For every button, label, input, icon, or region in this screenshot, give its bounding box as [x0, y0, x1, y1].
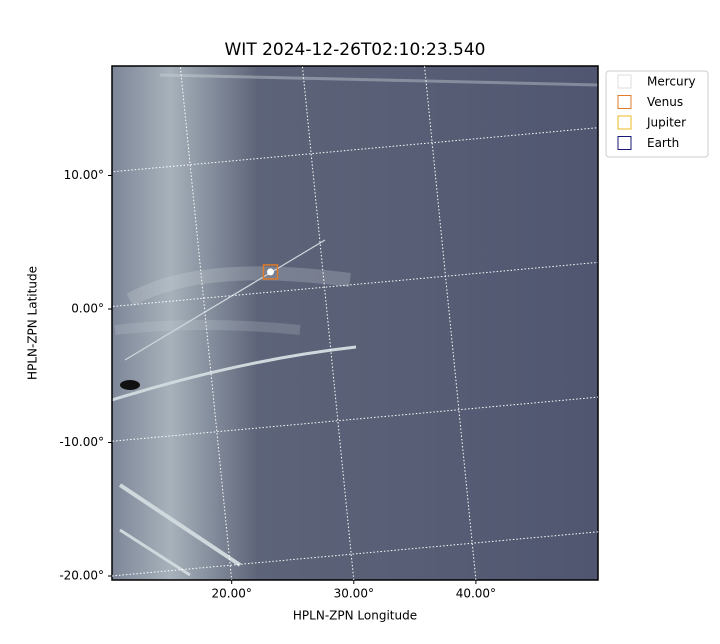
legend-label: Mercury: [647, 75, 696, 89]
chart-title: WIT 2024-12-26T02:10:23.540: [225, 40, 486, 60]
legend-label: Earth: [647, 136, 679, 150]
grid-line: [112, 261, 598, 308]
grid-line: [112, 531, 598, 577]
legend: Mercury Venus Jupiter Earth: [605, 70, 709, 158]
y-tick-label: 10.00°: [64, 168, 104, 182]
legend-marker: [617, 115, 632, 130]
planet-glow: [266, 268, 274, 276]
y-axis-label: HPLN-ZPN Latitude: [26, 266, 40, 380]
grid-line: [112, 396, 598, 442]
legend-label: Jupiter: [646, 116, 686, 130]
legend-marker: [617, 74, 632, 89]
planet-marker: [262, 264, 279, 280]
legend-marker: [617, 95, 632, 109]
grid-line: [112, 127, 598, 173]
image: [111, 65, 599, 581]
grid: [112, 66, 598, 580]
x-tick-label: 20.00°: [211, 587, 251, 601]
legend-label: Venus: [647, 95, 683, 109]
grid-line: [179, 66, 233, 580]
grid-line: [423, 66, 477, 580]
x-axis-label: HPLN-ZPN Longitude: [293, 609, 417, 623]
y-tick-label: -20.00°: [59, 568, 104, 582]
y-tick-label: 0.00°: [71, 301, 104, 315]
x-tick-label: 40.00°: [456, 587, 496, 601]
y-tick-label: -10.00°: [59, 435, 104, 449]
x-tick-label: 30.00°: [334, 587, 374, 601]
legend-marker: [617, 136, 632, 150]
grid-line: [301, 66, 355, 580]
